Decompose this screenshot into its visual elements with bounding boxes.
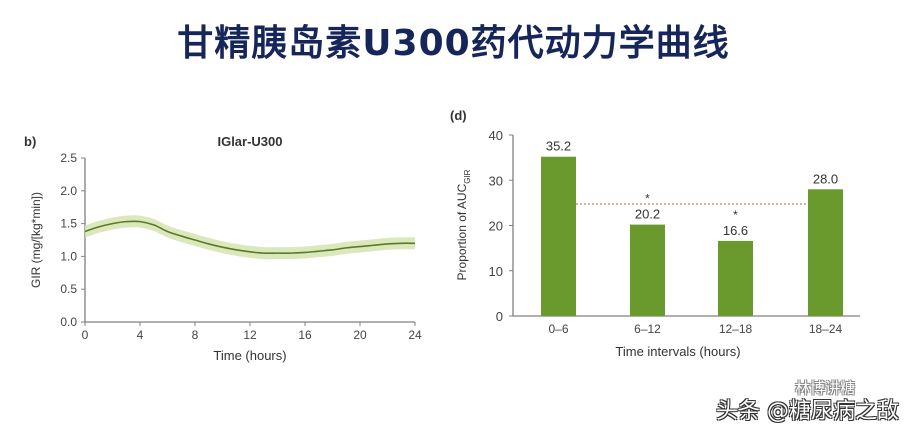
gir-line [84,220,416,255]
significance-marker: * [733,208,738,222]
x-tick-label: 8 [192,328,199,342]
y-tick-label: 30 [489,173,503,188]
y-tick-label: 40 [489,128,503,143]
right-y-axis-label: Proportion of AUCGIR [455,169,472,280]
y-tick-label: 0 [496,309,503,324]
right-panel-label: (d) [450,108,467,123]
bar [718,240,753,316]
left-chart-title: IGlar-U300 [217,134,282,149]
y-tick-label: 1.5 [60,217,77,231]
page-title: 甘精胰岛素U300药代动力学曲线 [177,23,730,64]
y-tick-label: 2.0 [60,184,77,198]
right-x-axis-label: Time intervals (hours) [615,344,740,359]
right-axes: 0 10 20 30 40 [489,128,860,324]
left-panel-label: b) [24,134,36,149]
x-tick-label: 4 [137,328,144,342]
bar-value-label: 35.2 [546,139,571,154]
y-tick-label: 2.5 [60,151,77,165]
x-tick-label: 12 [243,328,257,342]
x-tick-label: 12–18 [719,322,753,336]
y-tick-label: 20 [489,219,503,234]
x-tick-label: 16 [298,328,312,342]
bar-value-label: 20.2 [635,207,660,222]
x-tick-label: 18–24 [809,322,843,336]
watermark-source: 头条 @糖尿病之敌 [716,399,899,424]
bar [630,224,665,316]
y-tick-label: 10 [489,264,503,279]
watermark-author: 林博讲糖 [795,379,856,397]
left-axes: 0.0 0.5 1.0 1.5 2.0 2.5 0 4 8 12 16 20 24 [60,151,422,342]
y-tick-label: 0.5 [60,282,77,296]
bar-value-label: 16.6 [723,223,748,238]
x-tick-label: 0 [82,328,89,342]
bar-value-label: 28.0 [813,171,838,186]
significance-marker: * [645,192,650,206]
x-tick-label: 6–12 [634,322,661,336]
y-tick-label: 0.0 [60,315,77,329]
x-tick-label: 20 [353,328,367,342]
bar [541,156,576,316]
left-x-axis-label: Time (hours) [213,348,286,363]
confidence-band [85,215,415,260]
x-tick-label: 24 [408,328,422,342]
y-tick-label: 1.0 [60,249,77,263]
x-tick-label: 0–6 [548,322,568,336]
left-y-axis-label: GIR (mg/[kg*min]) [29,192,43,288]
bar [808,189,843,316]
